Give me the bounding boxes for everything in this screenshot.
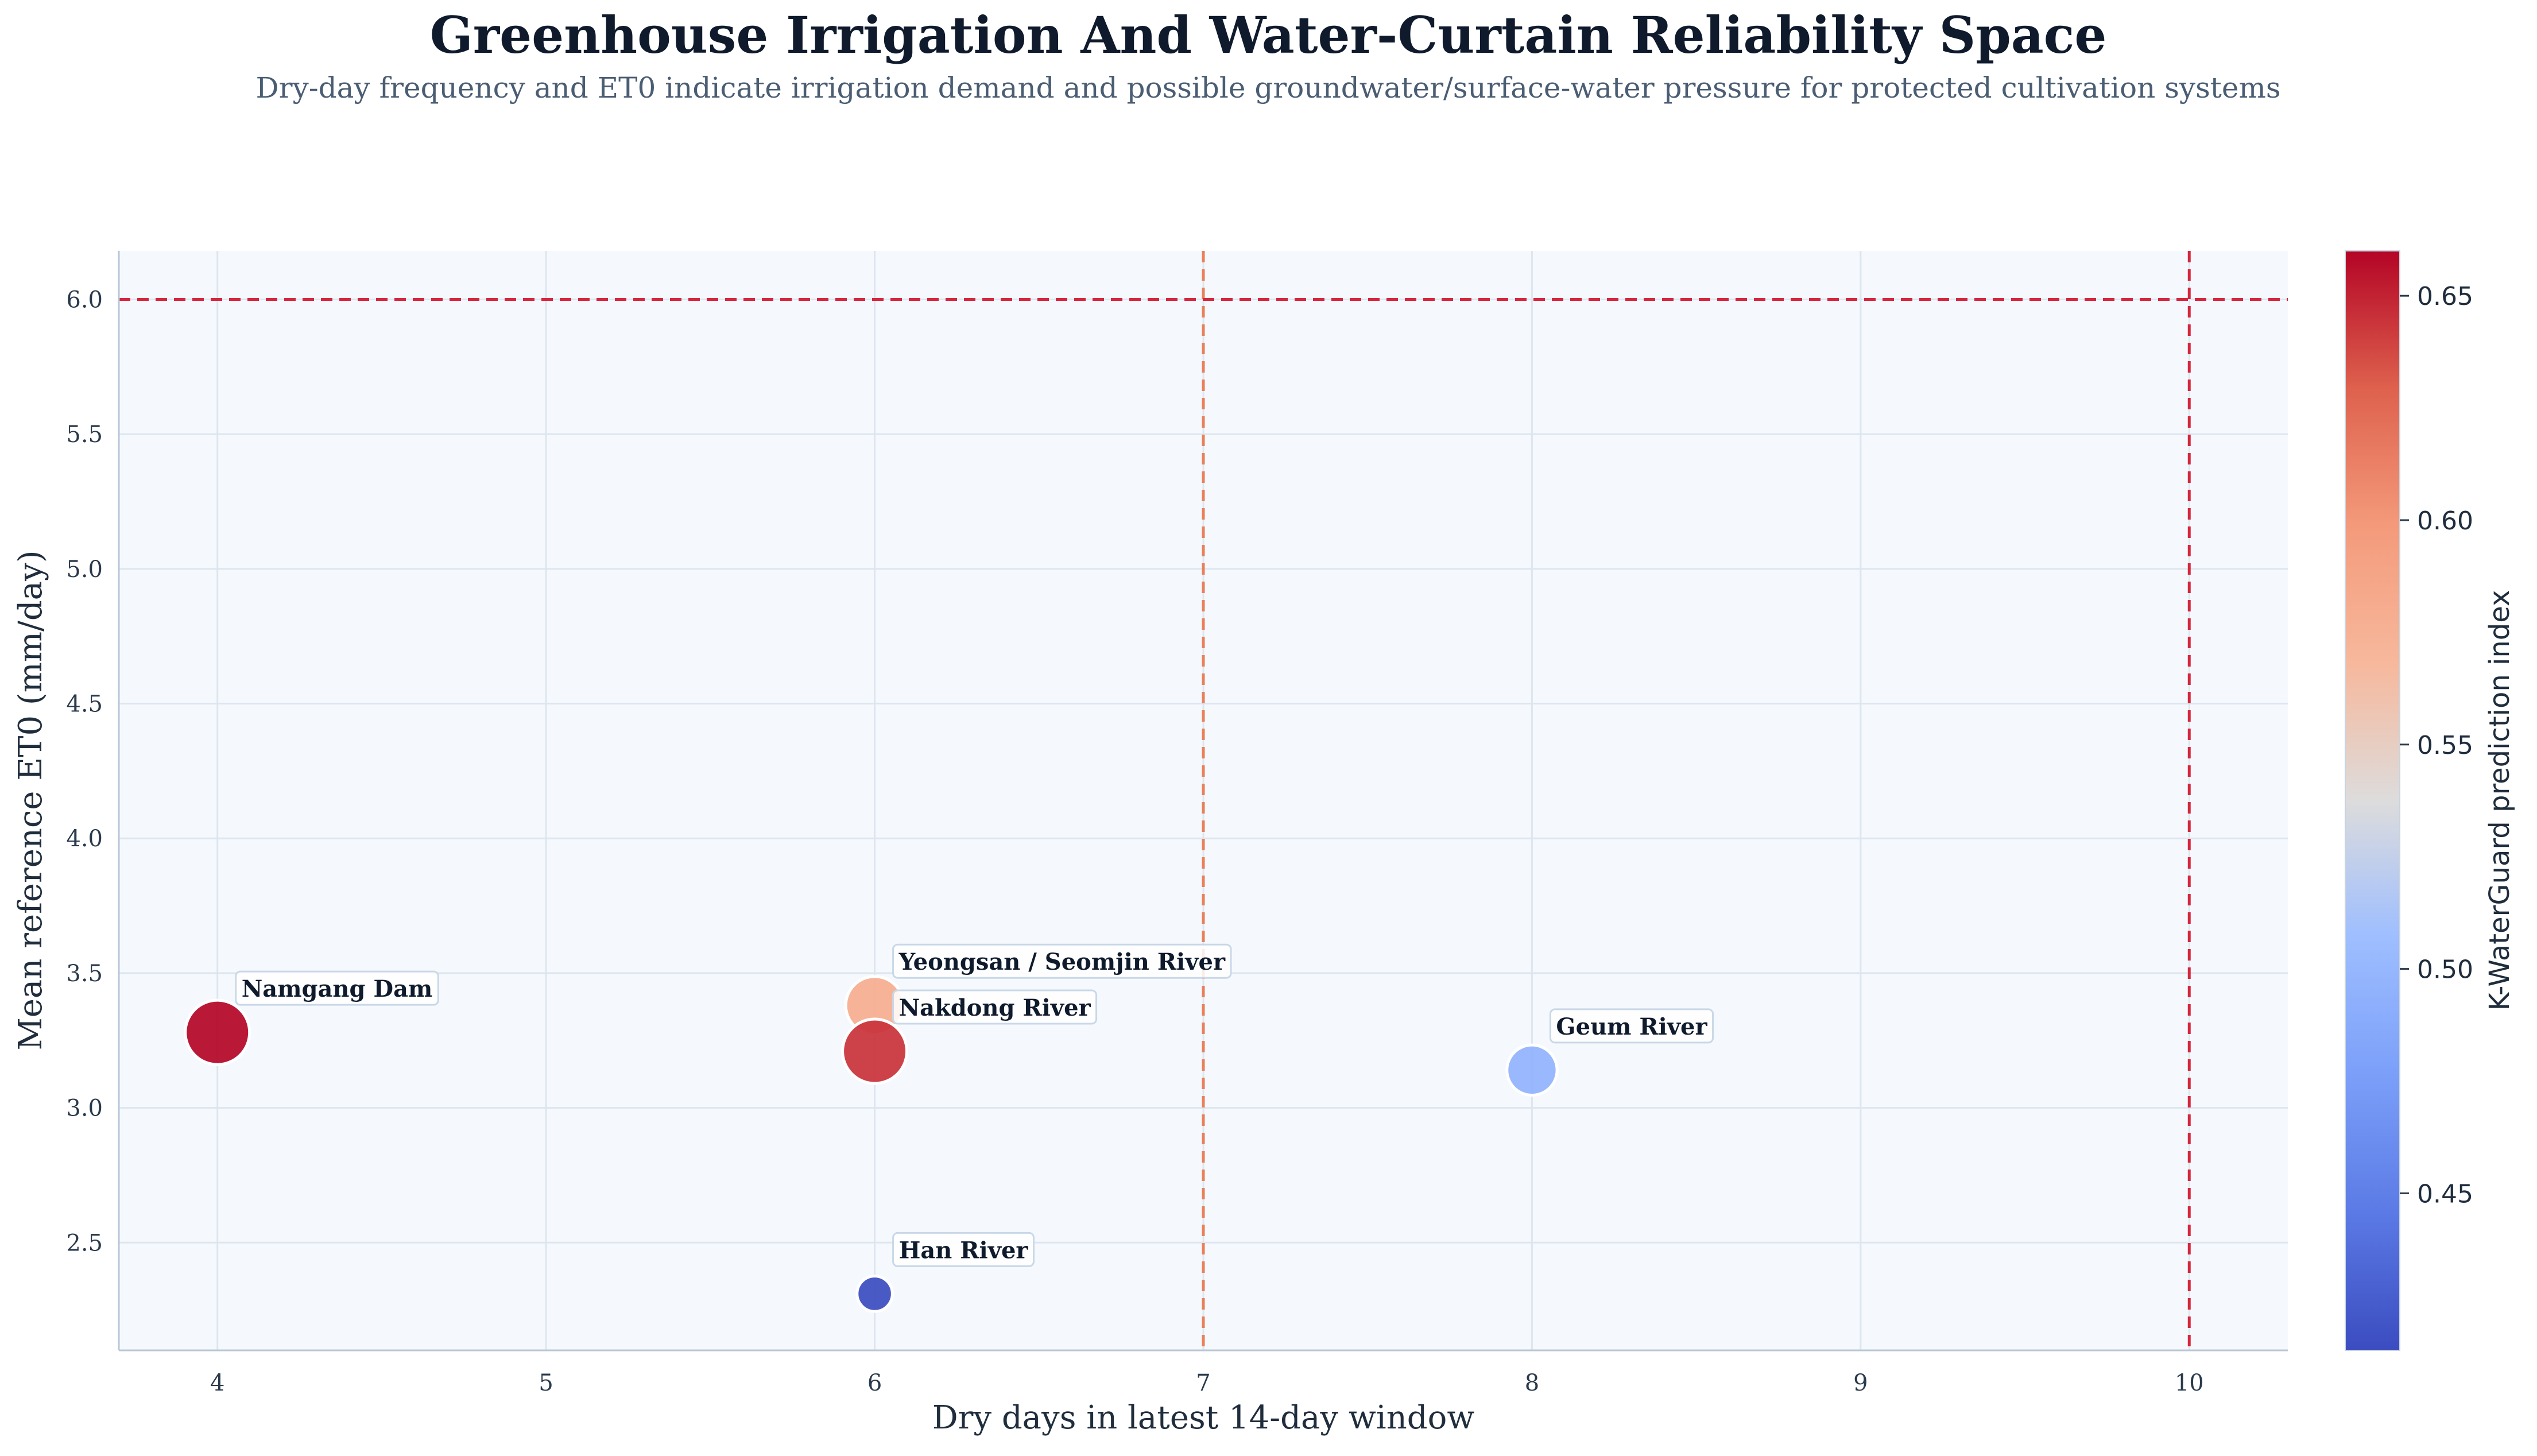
point-label: Nakdong River [899, 994, 1091, 1021]
y-axis-label: Mean reference ET0 (mm/day) [12, 550, 49, 1050]
colorbar-tick-labels: 0.45 0.50 0.55 0.60 0.65 [2400, 282, 2473, 1209]
x-tick-label: 8 [1525, 1370, 1539, 1396]
y-tick-label: 5.0 [66, 556, 103, 583]
y-tick-label: 4.5 [66, 691, 103, 718]
data-point [184, 998, 251, 1066]
point-label-box [892, 943, 1232, 979]
point-label-box [1549, 1008, 1714, 1044]
x-tick-label: 6 [867, 1370, 882, 1396]
chart-subtitle: Dry-day frequency and ET0 indicate irrig… [255, 71, 2280, 104]
x-tick-label: 9 [1853, 1370, 1868, 1396]
point-label-box [892, 1232, 1035, 1267]
point-label: Geum River [1556, 1013, 1707, 1040]
colorbar-tick-label: 0.65 [2417, 282, 2473, 311]
x-axis-label: Dry days in latest 14-day window [932, 1399, 1475, 1436]
colorbar-tick-label: 0.45 [2417, 1179, 2473, 1209]
y-tick-label: 4.0 [66, 826, 103, 852]
y-tick-label: 6.0 [66, 286, 103, 313]
y-tick-label: 5.5 [66, 421, 103, 448]
y-tick-label: 3.5 [66, 961, 103, 987]
chart-title: Greenhouse Irrigation And Water-Curtain … [430, 5, 2107, 65]
point-label-box [892, 989, 1098, 1025]
x-tick-label: 7 [1196, 1370, 1210, 1396]
colorbar-tick-label: 0.50 [2417, 955, 2473, 985]
x-tick-label: 5 [539, 1370, 553, 1396]
reference-lines [119, 251, 2288, 1350]
colorbar-tick-label: 0.60 [2417, 506, 2473, 536]
colorbar-label: K-WaterGuard prediction index [2484, 590, 2516, 1011]
x-tick-label: 10 [2175, 1370, 2204, 1396]
data-point [841, 1017, 909, 1085]
colorbar-tick-label: 0.55 [2417, 731, 2473, 760]
point-labels: Namgang Dam Yeongsan / Seomjin River Nakdo… [235, 943, 1714, 1267]
point-label: Namgang Dam [242, 975, 433, 1002]
point-label-box [235, 970, 439, 1006]
data-point [855, 1275, 894, 1313]
data-points [184, 975, 1559, 1313]
y-tick-label: 2.5 [66, 1230, 103, 1256]
colorbar [2345, 250, 2400, 1351]
y-tick-label: 3.0 [66, 1095, 103, 1122]
x-tick-labels: 4 5 6 7 8 9 10 [210, 1370, 2204, 1396]
y-tick-labels: 2.5 3.0 3.5 4.0 4.5 5.0 5.5 6.0 [66, 286, 103, 1256]
x-tick-label: 4 [210, 1370, 224, 1396]
point-label: Yeongsan / Seomjin River [898, 948, 1226, 975]
point-label: Han River [899, 1237, 1029, 1264]
data-point [1505, 1043, 1559, 1097]
